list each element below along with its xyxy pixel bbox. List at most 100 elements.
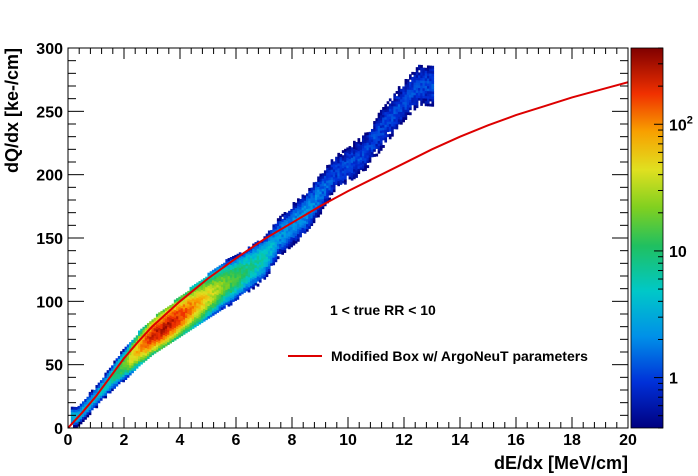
heatmap-cell xyxy=(265,253,269,257)
heatmap-cell xyxy=(348,171,352,175)
heatmap-cell xyxy=(415,79,419,83)
heatmap-cell xyxy=(164,320,168,324)
heatmap-cell xyxy=(236,286,240,290)
heatmap-cell xyxy=(357,145,361,149)
heatmap-cell xyxy=(120,353,123,357)
heatmap-cell xyxy=(272,226,276,230)
heatmap-cell xyxy=(211,287,215,291)
heatmap-cell xyxy=(142,339,146,343)
heatmap-cell xyxy=(194,289,197,292)
heatmap-cell xyxy=(377,135,381,139)
heatmap-cell xyxy=(344,156,347,160)
heatmap-cell xyxy=(207,282,211,286)
heatmap-cell xyxy=(149,333,152,337)
heatmap-cell xyxy=(245,288,249,292)
heatmap-cell xyxy=(79,418,83,422)
heatmap-cell xyxy=(138,330,141,334)
heatmap-cell xyxy=(258,269,262,273)
heatmap-cell xyxy=(330,171,334,175)
heatmap-cell xyxy=(198,293,202,297)
heatmap-cell xyxy=(142,331,146,335)
heatmap-cell xyxy=(151,349,155,353)
heatmap-cell xyxy=(341,155,345,159)
heatmap-cell xyxy=(256,243,260,247)
annotation-label: 1 < true RR < 10 xyxy=(330,302,436,318)
heatmap-cell xyxy=(218,298,222,302)
heatmap-cell xyxy=(122,364,125,368)
heatmap-cell xyxy=(254,282,258,286)
heatmap-cell xyxy=(301,212,305,216)
heatmap-cell xyxy=(301,197,305,201)
heatmap-cell xyxy=(299,231,302,235)
heatmap-cell xyxy=(252,279,255,282)
heatmap-cell xyxy=(388,128,392,132)
heatmap-cell xyxy=(290,239,293,243)
heatmap-cell xyxy=(379,112,383,116)
heatmap-cell xyxy=(250,255,253,259)
heatmap-cell xyxy=(391,113,394,117)
heatmap-cell xyxy=(117,368,121,372)
heatmap-cell xyxy=(146,350,150,354)
heatmap-cell xyxy=(95,400,99,404)
heatmap-cell xyxy=(281,231,284,235)
heatmap-cell xyxy=(189,319,193,323)
heatmap-cell xyxy=(218,265,222,269)
heatmap-cell xyxy=(223,305,226,309)
heatmap-cell xyxy=(344,174,347,178)
heatmap-cell xyxy=(359,144,363,148)
heatmap-cell xyxy=(382,106,385,110)
heatmap-cell xyxy=(285,243,289,247)
heatmap-cell xyxy=(245,268,249,272)
heatmap-cell xyxy=(393,111,396,115)
heatmap-cell xyxy=(370,149,374,153)
heatmap-cell xyxy=(319,196,323,200)
heatmap-cell xyxy=(232,255,235,259)
heatmap-cell xyxy=(406,81,410,85)
heatmap-cell xyxy=(292,217,296,221)
heatmap-cell xyxy=(388,103,392,107)
heatmap-cell xyxy=(167,329,170,333)
heatmap-cell xyxy=(243,279,246,283)
heatmap-cell xyxy=(379,114,383,118)
heatmap-cell xyxy=(388,105,392,109)
heatmap-cell xyxy=(281,241,284,245)
heatmap-cell xyxy=(90,389,94,393)
heatmap-cell xyxy=(285,212,289,216)
heatmap-cell xyxy=(232,276,235,280)
heatmap-cell xyxy=(379,122,383,126)
heatmap-cell xyxy=(326,187,329,191)
heatmap-cell xyxy=(261,265,264,269)
heatmap-cell xyxy=(319,173,323,177)
heatmap-cell xyxy=(426,75,430,79)
heatmap-cell xyxy=(420,67,423,71)
heatmap-cell xyxy=(409,86,412,90)
heatmap-cell xyxy=(151,352,155,356)
heatmap-cell xyxy=(377,143,381,147)
heatmap-cell xyxy=(200,302,204,306)
heatmap-cell xyxy=(205,294,208,298)
heatmap-cell xyxy=(359,157,363,160)
heatmap-cell xyxy=(113,363,116,367)
heatmap-cell xyxy=(310,220,314,224)
heatmap-cell xyxy=(261,240,264,244)
heatmap-cell xyxy=(395,116,399,120)
heatmap-cell xyxy=(373,123,376,127)
heatmap-cell xyxy=(225,289,228,293)
heatmap-cell xyxy=(406,101,410,105)
heatmap-cell xyxy=(70,419,74,423)
heatmap-cell xyxy=(185,299,188,303)
heatmap-cell xyxy=(270,237,273,241)
heatmap-cell xyxy=(353,145,356,149)
heatmap-cell xyxy=(397,111,401,115)
heatmap-cell xyxy=(73,411,76,415)
heatmap-cell xyxy=(232,286,235,290)
heatmap-cell xyxy=(400,109,403,113)
heatmap-cell xyxy=(149,351,152,355)
heatmap-cell xyxy=(319,198,323,202)
heatmap-cell xyxy=(431,73,435,77)
heatmap-cell xyxy=(321,188,325,192)
heatmap-cell xyxy=(223,288,226,291)
heatmap-cell xyxy=(194,299,197,303)
heatmap-cell xyxy=(362,165,365,169)
heatmap-cell xyxy=(397,88,401,92)
